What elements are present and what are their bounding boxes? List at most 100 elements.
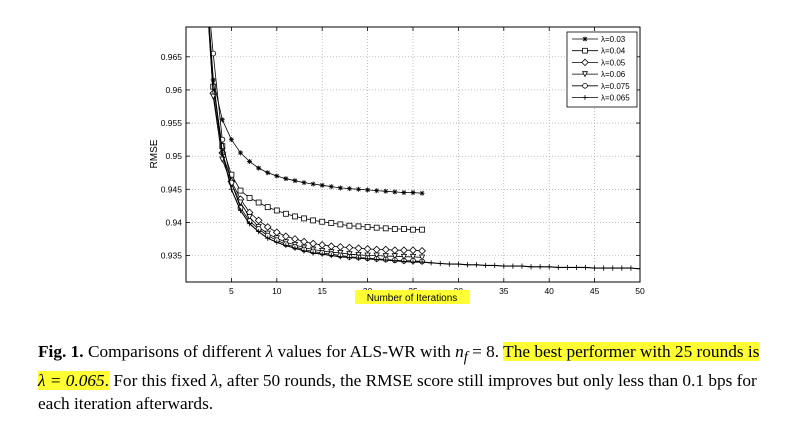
- caption-text-before: Comparisons of different: [87, 342, 266, 361]
- legend-marker: [582, 47, 588, 54]
- x-tick-label: 50: [635, 286, 645, 296]
- rmse-chart: 51015202530354045500.9350.940.9450.950.9…: [149, 26, 645, 304]
- data-point: [265, 170, 271, 176]
- legend-label: λ=0.03: [601, 35, 626, 44]
- x-tick-label: 15: [317, 286, 327, 296]
- data-point: [237, 207, 244, 214]
- y-tick-label: 0.95: [165, 151, 182, 161]
- legend-marker: [582, 95, 588, 100]
- data-point: [364, 224, 371, 230]
- data-point: [365, 256, 371, 262]
- data-point: [228, 137, 234, 143]
- legend-label: λ=0.04: [601, 47, 626, 56]
- data-point: [510, 263, 516, 269]
- data-point: [528, 264, 534, 270]
- data-point: [346, 222, 353, 229]
- caption-lambda: λ: [265, 342, 274, 361]
- legend-label: λ=0.065: [601, 94, 630, 103]
- data-point: [374, 256, 380, 263]
- data-point: [301, 215, 307, 222]
- data-point: [246, 221, 253, 227]
- caption-text-mid: values for ALS-WR with: [273, 342, 456, 361]
- legend-box: [566, 31, 638, 108]
- data-point: [446, 261, 452, 267]
- data-point: [228, 186, 234, 192]
- data-point: [328, 220, 335, 226]
- data-point: [373, 252, 380, 259]
- data-point: [501, 263, 507, 269]
- data-point: [292, 178, 298, 184]
- series-λ=0.04: [208, 27, 425, 233]
- y-tick-label: 0.96: [165, 85, 182, 95]
- caption-fig-label: Fig. 1.: [38, 342, 84, 361]
- data-point: [492, 262, 498, 269]
- data-point: [610, 265, 616, 271]
- y-tick-label: 0.955: [161, 118, 183, 128]
- data-point: [246, 214, 253, 221]
- caption-highlight-end: .: [104, 371, 109, 391]
- data-point: [354, 244, 363, 253]
- data-point: [310, 181, 316, 187]
- data-point: [292, 213, 298, 220]
- data-point: [401, 190, 407, 196]
- data-point: [219, 150, 225, 156]
- data-point: [546, 264, 552, 270]
- data-point: [263, 223, 272, 231]
- caption-nf-var: n: [455, 342, 464, 361]
- data-point: [592, 265, 598, 271]
- data-point: [419, 226, 425, 233]
- data-point: [418, 247, 426, 255]
- data-point: [237, 199, 244, 206]
- data-point: [383, 188, 389, 194]
- legend-marker: [582, 83, 588, 89]
- data-point: [409, 246, 417, 255]
- data-point: [265, 235, 271, 241]
- data-point: [301, 248, 307, 254]
- caption-nf-sub: f: [463, 349, 468, 366]
- legend: λ=0.03 λ=0.04 λ=0.05 λ=0.06 λ=0.075 λ=0.065: [566, 31, 638, 108]
- data-point: [355, 255, 362, 261]
- data-point: [401, 226, 407, 232]
- data-point: [237, 150, 243, 156]
- data-point: [483, 262, 489, 269]
- y-tick-label: 0.965: [161, 52, 183, 62]
- x-tick-label: 45: [590, 286, 600, 296]
- data-point: [601, 265, 607, 271]
- data-point: [310, 250, 316, 256]
- data-point: [373, 224, 380, 231]
- data-point: [400, 253, 408, 261]
- data-point: [392, 258, 398, 264]
- legend-marker: [581, 58, 589, 67]
- data-point: [274, 239, 280, 245]
- data-point: [346, 254, 353, 261]
- data-point: [310, 217, 317, 224]
- data-point: [363, 245, 372, 253]
- data-point: [210, 77, 216, 83]
- data-point: [419, 190, 425, 196]
- x-tick-label: 40: [544, 286, 554, 296]
- legend-label: λ=0.05: [601, 58, 626, 67]
- data-point: [392, 189, 398, 195]
- data-point: [337, 254, 343, 260]
- data-point: [273, 207, 280, 214]
- data-point: [410, 190, 416, 196]
- data-point: [418, 254, 426, 261]
- data-point: [637, 266, 640, 272]
- data-point: [219, 117, 225, 123]
- data-point: [437, 260, 443, 267]
- data-point: [264, 204, 271, 211]
- data-point: [391, 226, 398, 232]
- data-point: [256, 229, 262, 235]
- data-point: [582, 264, 589, 271]
- data-point: [319, 218, 326, 225]
- data-point: [383, 257, 389, 263]
- data-point: [410, 259, 416, 265]
- data-point: [410, 226, 416, 233]
- data-point: [283, 176, 289, 182]
- y-axis-label: RMSE: [149, 139, 160, 168]
- data-point: [428, 260, 434, 266]
- data-point: [619, 265, 625, 271]
- series-λ=0.065: [208, 27, 640, 272]
- data-point: [382, 253, 389, 260]
- data-point: [247, 158, 253, 164]
